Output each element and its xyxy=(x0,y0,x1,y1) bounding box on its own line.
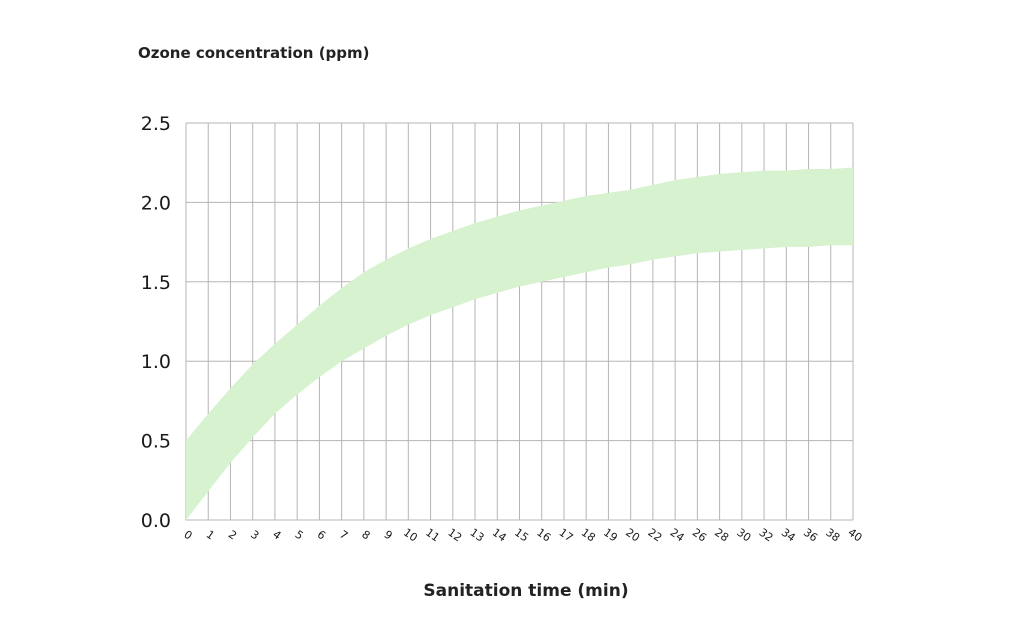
x-tick-label: 15 xyxy=(512,526,531,545)
ozone-range-band xyxy=(186,167,853,520)
y-tick-label: 2.0 xyxy=(141,192,171,214)
x-tick-label: 9 xyxy=(382,528,395,543)
x-tick-label: 22 xyxy=(645,526,664,545)
x-tick-label: 4 xyxy=(270,528,283,543)
x-tick-label: 30 xyxy=(734,526,753,545)
x-tick-label: 5 xyxy=(293,528,306,543)
x-tick-label: 40 xyxy=(846,526,865,545)
x-tick-label: 12 xyxy=(445,526,464,545)
x-tick-label: 13 xyxy=(468,526,487,545)
concentration-band xyxy=(186,167,853,520)
x-tick-label: 2 xyxy=(226,528,239,543)
y-tick-label: 0.5 xyxy=(141,431,171,453)
x-tick-label: 17 xyxy=(557,526,576,545)
y-tick-label: 1.0 xyxy=(141,351,171,373)
x-tick-label: 18 xyxy=(579,526,598,545)
x-tick-label: 6 xyxy=(315,528,328,543)
x-tick-label: 11 xyxy=(423,526,442,545)
y-tick-labels: 0.0 0.5 1.0 1.5 2.0 2.5 xyxy=(141,113,171,532)
x-tick-label: 3 xyxy=(248,528,261,543)
x-tick-label: 14 xyxy=(490,526,509,545)
x-tick-label: 26 xyxy=(690,526,709,545)
x-tick-labels: 0 1 2 3 4 5 6 7 8 9 10 11 12 13 14 15 16 17 18 19 20 22 24 26 28… xyxy=(181,526,864,545)
x-axis-label: Sanitation time (min) xyxy=(423,581,628,601)
x-tick-label: 38 xyxy=(823,526,842,545)
x-tick-label: 24 xyxy=(668,526,687,545)
x-tick-label: 34 xyxy=(779,526,798,545)
x-tick-label: 32 xyxy=(757,526,776,545)
grid-lines xyxy=(185,122,854,521)
x-tick-label: 10 xyxy=(401,526,420,545)
x-tick-label: 1 xyxy=(204,528,217,543)
y-tick-label: 1.5 xyxy=(141,272,171,294)
x-tick-label: 0 xyxy=(181,528,194,543)
x-tick-label: 7 xyxy=(337,528,350,543)
x-tick-label: 36 xyxy=(801,526,820,545)
y-axis-label: Ozone concentration (ppm) xyxy=(138,44,370,62)
x-tick-label: 20 xyxy=(623,526,642,545)
y-tick-label: 2.5 xyxy=(141,113,171,135)
y-tick-label: 0.0 xyxy=(141,510,171,532)
x-tick-label: 19 xyxy=(601,526,620,545)
x-tick-label: 28 xyxy=(712,526,731,545)
x-tick-label: 16 xyxy=(534,526,553,545)
x-tick-label: 8 xyxy=(359,528,372,543)
